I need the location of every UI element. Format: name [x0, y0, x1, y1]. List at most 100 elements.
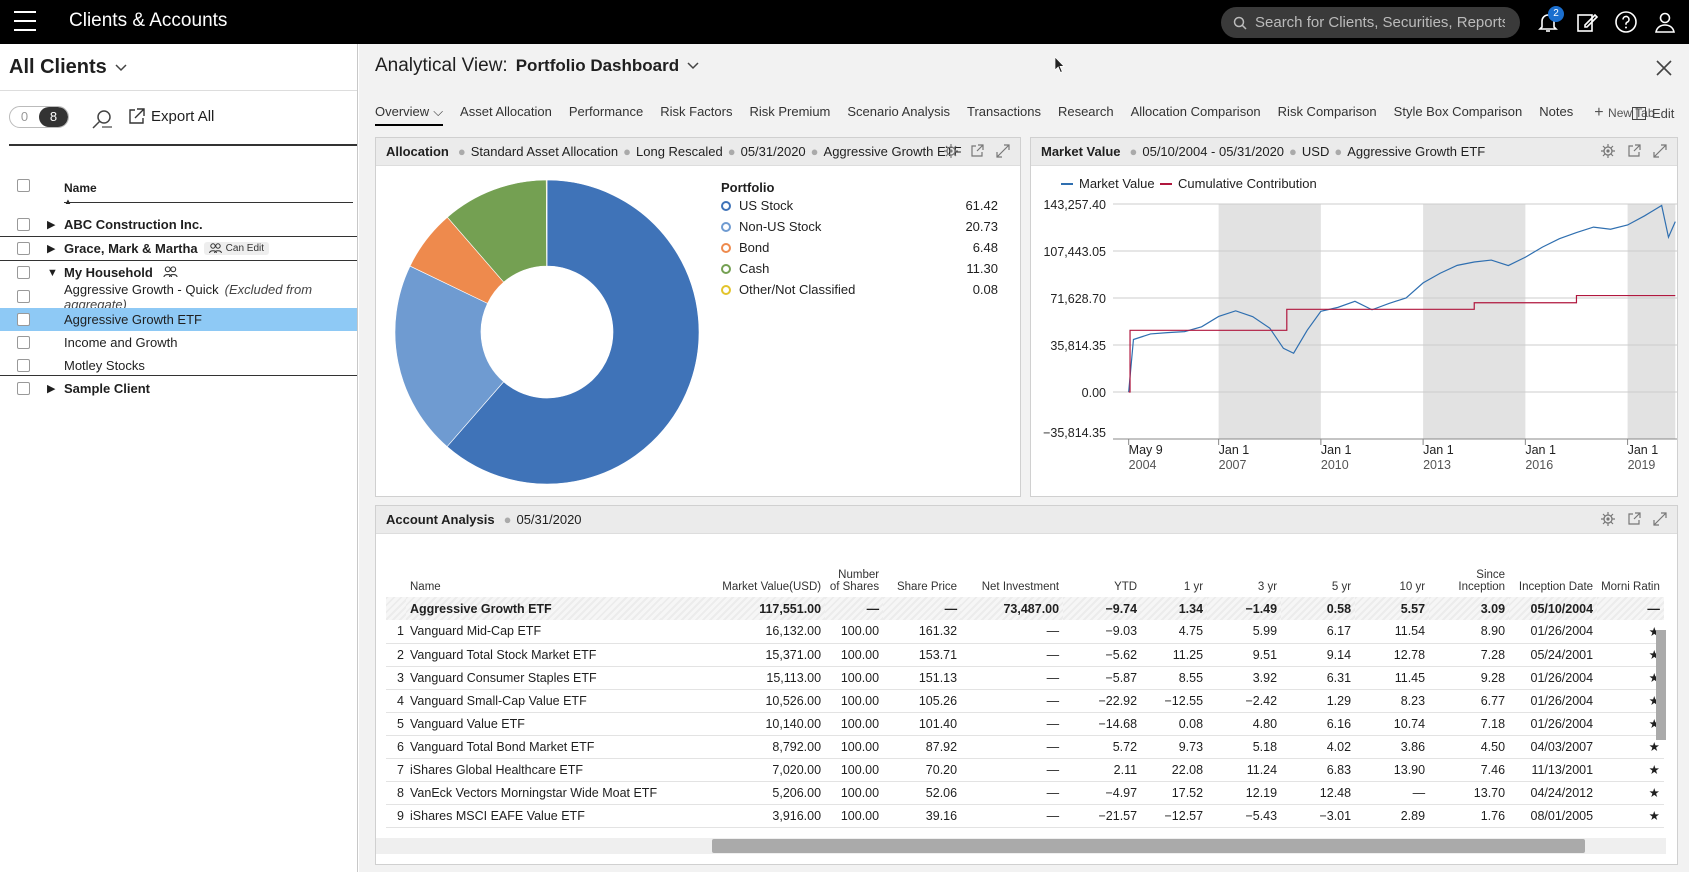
tab-transactions[interactable]: Transactions	[967, 104, 1041, 119]
expand-icon[interactable]	[996, 144, 1010, 158]
settings-icon[interactable]	[944, 144, 958, 158]
popout-icon[interactable]	[970, 144, 984, 158]
expand-icon[interactable]: ▶	[47, 243, 56, 255]
global-search[interactable]	[1221, 7, 1520, 38]
table-row[interactable]: 1 Vanguard Mid-Cap ETF 16,132.00 100.00 161.…	[386, 620, 1664, 644]
series-cumulative-contribution[interactable]	[1128, 294, 1676, 393]
tab-overview[interactable]: Overview ⌵	[375, 104, 444, 126]
tab-allocation-comparison[interactable]: Allocation Comparison	[1130, 104, 1261, 119]
tab-risk-premium[interactable]: Risk Premium	[749, 104, 831, 119]
column-header[interactable]: Net Investment	[981, 581, 1060, 593]
column-header[interactable]: 3 yr	[1257, 581, 1278, 593]
column-header[interactable]: Share Price	[896, 581, 958, 593]
series-market-value[interactable]	[1128, 204, 1676, 393]
cell: 10,140.00	[661, 712, 826, 736]
tree-row[interactable]: Aggressive Growth - Quick (Excluded from …	[0, 282, 357, 312]
pie-slice-other-not-classified[interactable]	[545, 179, 548, 267]
tab-asset-allocation[interactable]: Asset Allocation	[460, 104, 552, 119]
column-header[interactable]: 1 yr	[1183, 581, 1204, 593]
aggregate-row[interactable]: Aggressive Growth ETF 117,551.00— —73,487.…	[386, 597, 1664, 620]
new-tab-button[interactable]: + New Tab	[1594, 104, 1671, 126]
tree-row[interactable]: Motley Stocks	[0, 354, 357, 377]
menu-icon[interactable]	[14, 11, 36, 31]
tab-scenario-analysis[interactable]: Scenario Analysis	[847, 104, 951, 119]
column-header[interactable]: Number of Shares	[829, 569, 880, 593]
legend-market-value: Market Value	[1061, 176, 1155, 191]
cell: 4.75	[1141, 620, 1208, 644]
cell: −12.57	[1141, 804, 1208, 828]
tree-row[interactable]: ▼ My Household	[0, 261, 357, 284]
column-header[interactable]: Name	[410, 581, 441, 593]
column-header[interactable]: Inception Date	[1518, 581, 1594, 593]
collapse-icon[interactable]: ▼	[47, 266, 58, 279]
row-checkbox[interactable]	[17, 242, 30, 255]
row-checkbox[interactable]	[17, 382, 30, 395]
advanced-search-icon[interactable]	[90, 108, 114, 130]
row-checkbox[interactable]	[17, 313, 30, 326]
table-row[interactable]: 5 Vanguard Value ETF 10,140.00 100.00 101.40…	[386, 712, 1664, 736]
column-header[interactable]: Market Value(USD)	[722, 581, 822, 593]
expand-icon[interactable]	[1653, 144, 1667, 158]
help-icon[interactable]	[1614, 10, 1638, 34]
export-all-button[interactable]: Export All	[128, 108, 214, 125]
table-row[interactable]: 4 Vanguard Small-Cap Value ETF 10,526.00 10…	[386, 689, 1664, 713]
pie-slice-us-stock[interactable]	[446, 179, 700, 485]
settings-icon[interactable]	[1601, 144, 1615, 158]
table-row[interactable]: 7 iShares Global Healthcare ETF 7,020.00 10…	[386, 758, 1664, 782]
y-tick-label: 0.00	[1082, 386, 1106, 400]
search-input[interactable]	[1255, 14, 1505, 31]
toggle-off[interactable]: 0	[20, 109, 29, 124]
tree-row[interactable]: ▶ Sample Client	[0, 377, 357, 400]
column-header[interactable]: Since Inception	[1458, 569, 1506, 593]
cell: 2	[386, 643, 406, 667]
row-checkbox[interactable]	[17, 218, 30, 231]
expand-icon[interactable]: ▶	[47, 383, 56, 395]
table-row[interactable]: 9 iShares MSCI EAFE Value ETF 3,916.00 100.…	[386, 804, 1664, 828]
analytical-view-title[interactable]: Analytical View: Portfolio Dashboard	[375, 55, 699, 77]
user-icon[interactable]	[1653, 10, 1677, 34]
row-checkbox[interactable]	[17, 359, 30, 372]
name-column-header[interactable]: Name	[64, 181, 97, 195]
table-row[interactable]: 3 Vanguard Consumer Staples ETF 15,113.00 1…	[386, 666, 1664, 690]
tree-row[interactable]: ▶ Grace, Mark & Martha Can Edit	[0, 237, 357, 260]
edit-button[interactable]: Edit	[1632, 106, 1674, 121]
column-header[interactable]: 10 yr	[1399, 581, 1426, 593]
tree-row[interactable]: Income and Growth	[0, 331, 357, 354]
tab-risk-comparison[interactable]: Risk Comparison	[1277, 104, 1377, 119]
cell: −14.68	[1063, 712, 1142, 736]
row-checkbox[interactable]	[17, 336, 30, 349]
settings-icon[interactable]	[1601, 512, 1615, 526]
tab-research[interactable]: Research	[1057, 104, 1114, 119]
tab-performance[interactable]: Performance	[568, 104, 644, 119]
pie-slice-non-us-stock[interactable]	[394, 265, 505, 447]
table-row[interactable]: 2 Vanguard Total Stock Market ETF 15,371.0…	[386, 643, 1664, 667]
tree-row[interactable]: ▶ ABC Construction Inc.	[0, 213, 357, 236]
all-clients-dropdown[interactable]: All Clients	[9, 56, 127, 79]
select-all-checkbox[interactable]	[17, 179, 30, 192]
vertical-scrollbar-thumb[interactable]	[1656, 630, 1666, 740]
expand-icon[interactable]: ▶	[47, 219, 56, 231]
table-row[interactable]: 8 VanEck Vectors Morningstar Wide Moat ET…	[386, 781, 1664, 805]
tab-risk-factors[interactable]: Risk Factors	[660, 104, 733, 119]
horizontal-scrollbar-thumb[interactable]	[712, 839, 1585, 853]
row-checkbox[interactable]	[17, 290, 30, 303]
tree-row[interactable]: Aggressive Growth ETF	[0, 308, 357, 331]
tab-notes[interactable]: Notes	[1539, 104, 1574, 119]
legend-value: 61.42	[965, 198, 998, 213]
count-toggle[interactable]: 0 8	[9, 106, 69, 128]
cell: 100.00	[825, 666, 884, 690]
toggle-on[interactable]: 8	[39, 107, 68, 127]
column-header[interactable]: 5 yr	[1331, 581, 1352, 593]
popout-icon[interactable]	[1627, 144, 1641, 158]
expand-icon[interactable]	[1653, 512, 1667, 526]
row-checkbox[interactable]	[17, 266, 30, 279]
column-header[interactable]: YTD	[1114, 581, 1138, 593]
tab-style-box-comparison[interactable]: Style Box Comparison	[1393, 104, 1523, 119]
x-tick-label: Jan 1	[1219, 443, 1250, 457]
table-row[interactable]: 6 Vanguard Total Bond Market ETF 8,792.00 1…	[386, 735, 1664, 759]
close-icon[interactable]	[1654, 58, 1674, 78]
popout-icon[interactable]	[1627, 512, 1641, 526]
column-header[interactable]: Morni Ratin	[1601, 581, 1660, 593]
cell: —	[961, 712, 1064, 736]
compose-icon[interactable]	[1575, 10, 1599, 34]
